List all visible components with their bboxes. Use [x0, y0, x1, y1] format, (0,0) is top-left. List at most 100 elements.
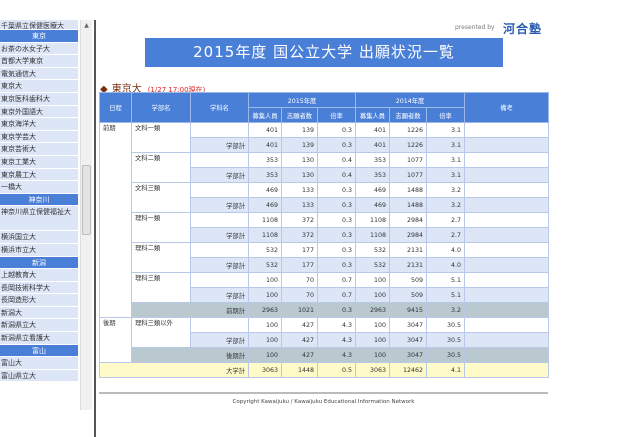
value-cell: 100	[355, 272, 390, 288]
value-cell: 4.0	[426, 242, 465, 258]
value-cell: 0.7	[317, 287, 356, 303]
header-applicants-2014: 志願者数	[389, 107, 427, 123]
sidebar-item[interactable]: 千葉県立保健医療大	[0, 20, 78, 30]
value-cell: 100	[248, 272, 282, 288]
value-cell: 1077	[389, 167, 427, 183]
department-cell	[190, 242, 249, 258]
value-cell: 469	[248, 197, 282, 213]
table-row: 後期 理科三類以外 100 427 4.3 100 3047 30.5	[99, 317, 549, 363]
sidebar-item[interactable]: 新潟県立看護大	[0, 332, 78, 345]
value-cell: 177	[281, 257, 318, 273]
department-cell	[190, 182, 249, 198]
value-cell: 401	[355, 122, 390, 138]
value-cell: 1108	[355, 212, 390, 228]
value-cell: 1108	[248, 212, 282, 228]
schedule-cell: 前期	[99, 122, 132, 318]
header-capacity-2015: 募集人員	[248, 107, 282, 123]
value-cell: 100	[248, 332, 282, 348]
sidebar-item[interactable]: 神奈川県立保健福祉大	[0, 206, 78, 232]
table-row: 大学計 3063 1448 0.5 3063 12462 4.1	[99, 362, 549, 378]
remarks-cell	[464, 227, 549, 243]
table-row: 理科三類 100 70 0.7 100 509 5.1	[100, 272, 549, 303]
value-cell: 0.3	[317, 212, 356, 228]
header-faculty: 学部名	[131, 92, 191, 123]
table-row: 文科二類 353 130 0.4 353 1077 3.1	[100, 152, 549, 183]
sidebar-item[interactable]: 東京大	[0, 80, 78, 93]
sidebar-item[interactable]: 東京外国語大	[0, 105, 78, 119]
value-cell: 2963	[248, 302, 282, 318]
sidebar-item[interactable]: 長岡技術科学大	[0, 281, 78, 295]
term-total-label: 後期計	[131, 347, 249, 363]
sidebar-item[interactable]: 東京医科歯科大	[0, 92, 78, 106]
schedule-cell: 後期	[99, 317, 132, 363]
faculty-cell: 理科一類	[131, 212, 191, 243]
scroll-up-arrow-icon[interactable]: ▲	[84, 22, 89, 29]
value-cell: 2984	[389, 212, 427, 228]
value-cell: 353	[355, 167, 390, 183]
table-row: 理科一類 1108 372 0.3 1108 2984 2.7	[100, 212, 549, 243]
sidebar-item[interactable]: 電気通信大	[0, 67, 78, 81]
table-row: 学部計 532 177 0.3 532 2131 4.0	[100, 257, 549, 273]
value-cell: 3063	[248, 362, 282, 378]
sidebar-item[interactable]: 首都大学東京	[0, 55, 78, 68]
frame-divider[interactable]	[94, 20, 96, 437]
value-cell: 12462	[389, 362, 427, 378]
total-label: 大学計	[99, 362, 249, 378]
sidebar-item[interactable]: 新潟県立大	[0, 319, 78, 333]
sidebar-item[interactable]: 富山県立大	[0, 369, 78, 383]
value-cell: 1108	[355, 227, 390, 243]
value-cell: 3.1	[426, 167, 465, 183]
sidebar-region-header: 富山	[0, 344, 78, 358]
department-cell: 学部計	[190, 287, 249, 303]
value-cell: 401	[248, 122, 282, 138]
value-cell: 3.1	[426, 122, 465, 138]
scroll-thumb[interactable]	[82, 165, 91, 235]
value-cell: 133	[281, 197, 318, 213]
department-cell	[190, 212, 249, 228]
sidebar-item[interactable]: 東京海洋大	[0, 118, 78, 131]
value-cell: 2.7	[426, 212, 465, 228]
value-cell: 100	[248, 287, 282, 303]
table-row: 前期計 2963 1021 0.3 2963 9415 3.2	[100, 302, 549, 318]
department-cell: 学部計	[190, 167, 249, 183]
faculty-cell: 文科二類	[131, 152, 191, 183]
value-cell: 130	[281, 152, 318, 168]
sidebar-item[interactable]: 上越教育大	[0, 269, 78, 282]
department-cell	[190, 122, 249, 138]
value-cell: 372	[281, 212, 318, 228]
sidebar-item[interactable]: 横浜国立大	[0, 231, 78, 244]
sidebar-item[interactable]: 東京工業大	[0, 155, 78, 169]
value-cell: 70	[281, 287, 318, 303]
sidebar-item[interactable]: 一橋大	[0, 181, 78, 194]
application-status-table: 日程 学部名 学科名 2015年度 2014年度 備考 募集人員 志願者数 倍率…	[99, 92, 549, 378]
sidebar-item[interactable]: 横浜市立大	[0, 243, 78, 257]
value-cell: 353	[248, 152, 282, 168]
value-cell: 1488	[389, 182, 427, 198]
sidebar-item[interactable]: お茶の水女子大	[0, 42, 78, 56]
value-cell: 0.4	[317, 152, 356, 168]
sidebar-item[interactable]: 新潟大	[0, 306, 78, 320]
value-cell: 427	[281, 317, 318, 333]
sidebar-item[interactable]: 東京芸術大	[0, 143, 78, 156]
department-cell	[190, 152, 249, 168]
sidebar-item[interactable]: 東京農工大	[0, 168, 78, 182]
faculty-cell: 理科三類	[131, 272, 191, 303]
sidebar-item[interactable]: 富山大	[0, 357, 78, 370]
presented-by: presented by	[455, 24, 495, 31]
sidebar-scrollbar[interactable]: ▲	[80, 20, 92, 410]
department-cell: 学部計	[190, 227, 249, 243]
department-cell: 学部計	[190, 197, 249, 213]
table-row: 文科三類 469 133 0.3 469 1488 3.2	[100, 182, 549, 213]
value-cell: 2984	[389, 227, 427, 243]
header-department: 学科名	[190, 92, 249, 123]
value-cell: 100	[248, 347, 282, 363]
value-cell: 509	[389, 287, 427, 303]
value-cell: 3.2	[426, 197, 465, 213]
value-cell: 469	[355, 182, 390, 198]
value-cell: 3.1	[426, 137, 465, 153]
header-applicants-2015: 志願者数	[281, 107, 318, 123]
university-sidebar: 千葉県立保健医療大 東京 お茶の水女子大 首都大学東京 電気通信大 東京大 東京医科歯科大東…	[0, 20, 78, 410]
sidebar-item[interactable]: 長岡造形大	[0, 294, 78, 307]
sidebar-item[interactable]: 東京学芸大	[0, 130, 78, 144]
remarks-cell	[464, 347, 549, 363]
